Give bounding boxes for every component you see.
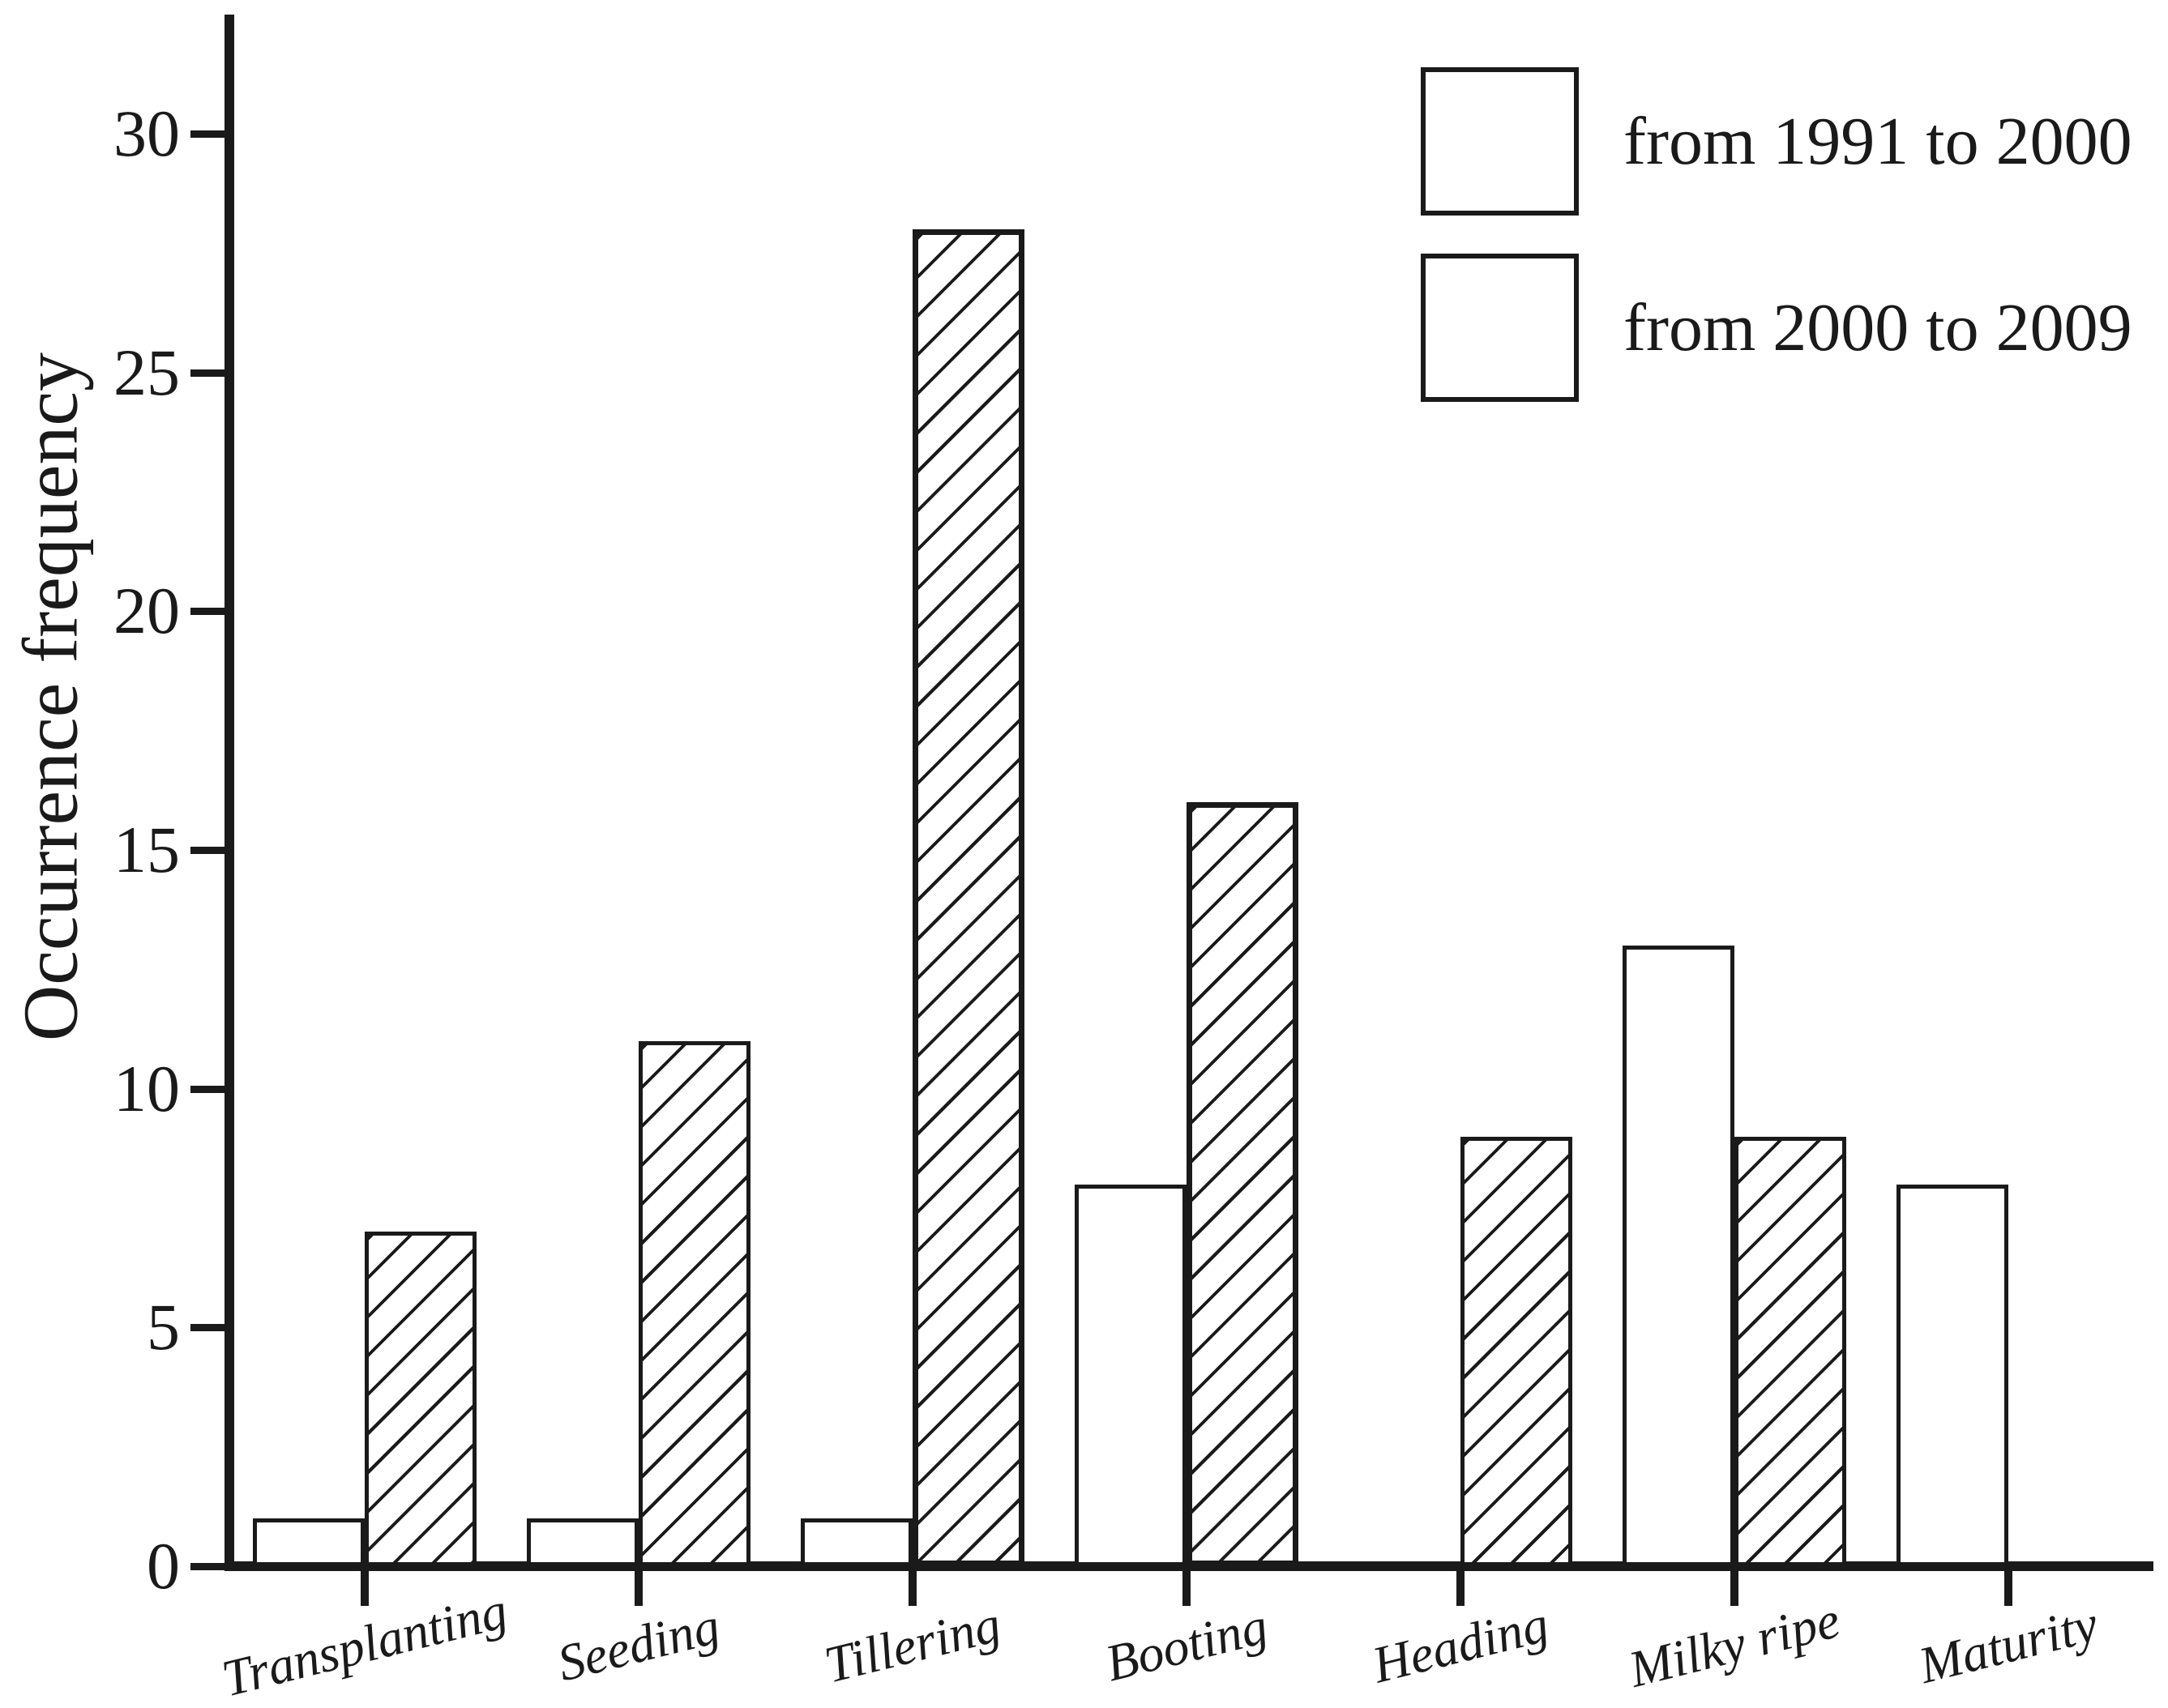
y-tick-mark <box>190 369 224 377</box>
y-tick-mark <box>190 130 224 138</box>
y-tick-mark <box>190 1324 224 1331</box>
y-tick-label: 20 <box>113 574 180 647</box>
bar-plain-transplanting <box>253 1518 365 1566</box>
y-tick-mark <box>190 1563 224 1570</box>
legend-label: from 1991 to 2000 <box>1623 104 2132 179</box>
legend-swatch-hatched <box>1421 254 1579 402</box>
bar-hatched-heading <box>1460 1137 1572 1566</box>
legend-entry-2000-2009: from 2000 to 2009 <box>1421 254 2132 402</box>
x-tick-mark <box>1182 1561 1191 1606</box>
x-tick-mark <box>361 1561 369 1606</box>
y-tick-label: 0 <box>147 1529 180 1603</box>
y-axis-title: Occurrence frequency <box>6 352 94 1042</box>
bar-plain-maturity <box>1896 1185 2008 1566</box>
legend-label: from 2000 to 2009 <box>1623 290 2132 365</box>
bar-hatched-transplanting <box>365 1232 477 1566</box>
x-tick-mark <box>1456 1561 1465 1606</box>
bar-plain-booting <box>1075 1185 1187 1566</box>
y-tick-mark <box>190 1086 224 1093</box>
x-tick-label: Milky ripe <box>1623 1591 1845 1698</box>
x-tick-label: Booting <box>1099 1596 1273 1693</box>
bar-plain-tillering <box>801 1518 913 1566</box>
bar-plain-seeding <box>527 1518 639 1566</box>
x-tick-mark <box>909 1561 917 1606</box>
legend-swatch-plain <box>1421 67 1579 216</box>
bar-hatched-seeding <box>639 1041 750 1566</box>
y-tick-mark <box>190 847 224 854</box>
bar-hatched-booting <box>1187 802 1298 1566</box>
y-tick-label: 30 <box>113 96 180 170</box>
bar-hatched-tillering <box>913 229 1024 1566</box>
y-tick-mark <box>190 608 224 615</box>
x-tick-mark <box>1730 1561 1738 1606</box>
x-tick-label: Seeding <box>552 1596 725 1693</box>
x-tick-mark <box>635 1561 643 1606</box>
bar-hatched-milky-ripe <box>1734 1137 1846 1566</box>
x-tick-label: Heading <box>1366 1595 1554 1694</box>
bar-plain-milky-ripe <box>1623 946 1734 1566</box>
y-tick-label: 5 <box>147 1290 180 1364</box>
y-tick-label: 10 <box>113 1052 180 1125</box>
x-tick-label: Maturity <box>1913 1594 2104 1695</box>
x-tick-mark <box>2004 1561 2012 1606</box>
y-tick-label: 25 <box>113 335 180 409</box>
x-tick-label: Tillering <box>819 1595 1007 1694</box>
y-axis-line <box>224 15 234 1571</box>
y-tick-label: 15 <box>113 813 180 886</box>
legend-entry-1991-2000: from 1991 to 2000 <box>1421 67 2132 216</box>
